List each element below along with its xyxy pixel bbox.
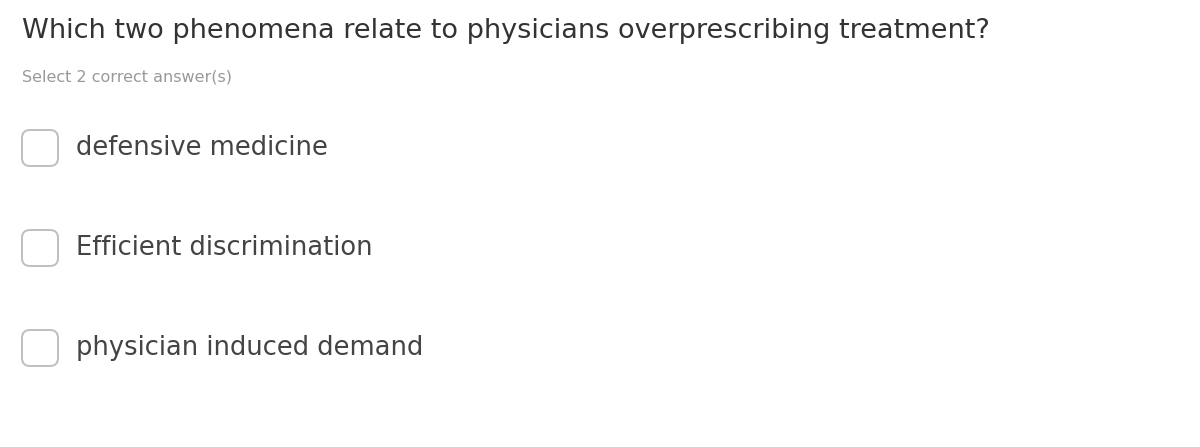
Text: physician induced demand: physician induced demand	[76, 335, 424, 361]
Text: Which two phenomena relate to physicians overprescribing treatment?: Which two phenomena relate to physicians…	[22, 18, 990, 44]
FancyBboxPatch shape	[22, 130, 58, 166]
Text: Select 2 correct answer(s): Select 2 correct answer(s)	[22, 70, 232, 85]
FancyBboxPatch shape	[22, 330, 58, 366]
Text: defensive medicine: defensive medicine	[76, 135, 328, 161]
Text: Efficient discrimination: Efficient discrimination	[76, 235, 373, 261]
FancyBboxPatch shape	[22, 230, 58, 266]
